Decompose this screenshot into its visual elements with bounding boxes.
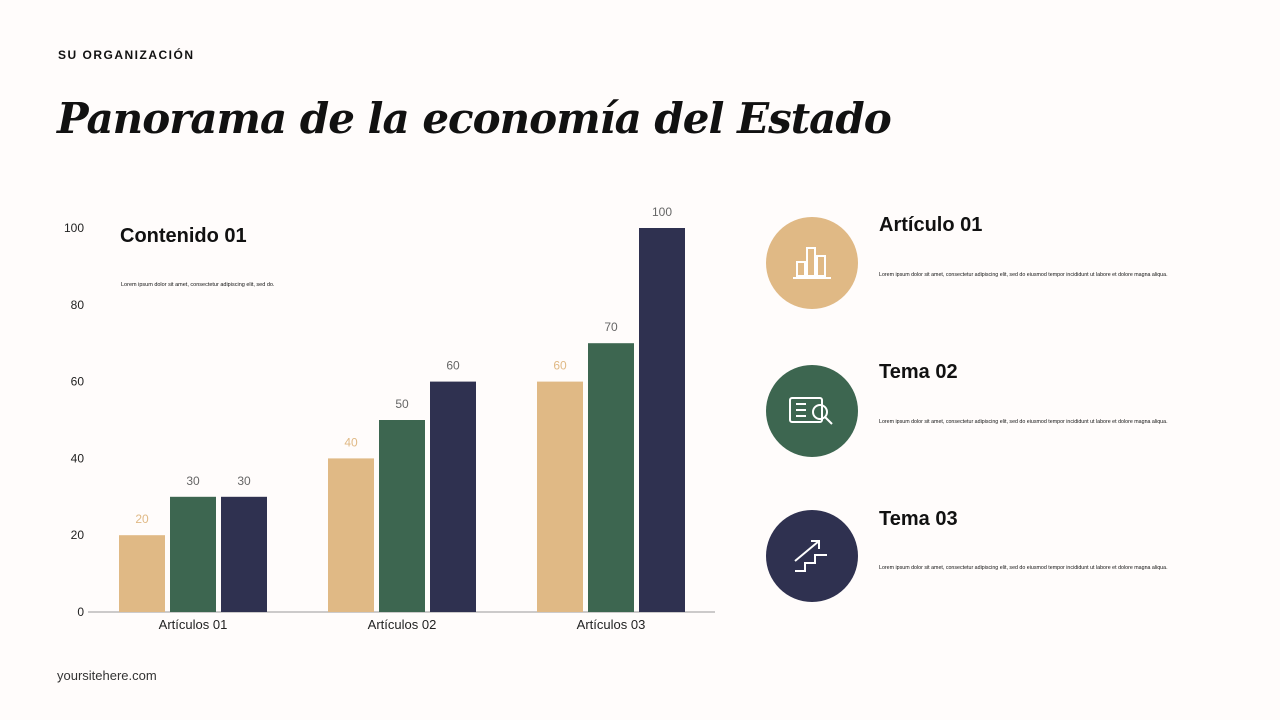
x-tick-label: Artículos 02 <box>368 617 437 632</box>
card-icon-circle <box>766 365 858 457</box>
bar-chart-icon <box>793 247 831 279</box>
bar <box>170 496 216 612</box>
chart-description: Lorem ipsum dolor sit amet, consectetur … <box>121 282 275 288</box>
x-tick-label: Artículos 01 <box>159 617 228 632</box>
card-title: Artículo 01 <box>879 214 983 236</box>
stairs-growth-icon <box>794 540 827 572</box>
y-tick-label: 0 <box>77 605 84 619</box>
bar <box>221 496 267 612</box>
chart-heading: Contenido 01 <box>120 225 247 247</box>
data-label: 30 <box>237 474 251 488</box>
x-tick-label: Artículos 03 <box>577 617 646 632</box>
y-tick-label: 60 <box>71 375 85 389</box>
data-label: 60 <box>446 359 460 373</box>
y-tick-label: 80 <box>71 298 85 312</box>
bar-chart: 0 20 40 60 80 100 20 30 30 Artículos 01 40 50 60 Artí… <box>64 205 715 632</box>
organization-label: SU ORGANIZACIÓN <box>58 48 195 62</box>
data-label: 100 <box>652 205 672 219</box>
bar <box>119 535 165 612</box>
y-tick-label: 40 <box>71 451 85 465</box>
card-title: Tema 02 <box>879 361 958 383</box>
page-title: Panorama de la economía del Estado <box>57 94 892 143</box>
data-label: 40 <box>344 435 358 449</box>
bar <box>430 381 476 612</box>
website-footer: yoursitehere.com <box>57 668 157 683</box>
card-icon-circle <box>766 510 858 602</box>
bar <box>588 343 634 612</box>
data-label: 30 <box>186 474 200 488</box>
card-description: Lorem ipsum dolor sit amet, consectetur … <box>879 565 1168 571</box>
bar <box>379 420 425 612</box>
data-label: 60 <box>553 359 567 373</box>
document-search-icon <box>789 397 833 425</box>
card-description: Lorem ipsum dolor sit amet, consectetur … <box>879 419 1168 425</box>
data-label: 20 <box>135 512 149 526</box>
y-tick-label: 100 <box>64 221 84 235</box>
card-description: Lorem ipsum dolor sit amet, consectetur … <box>879 272 1168 278</box>
card-icon-circle <box>766 217 858 309</box>
data-label: 50 <box>395 397 409 411</box>
y-tick-label: 20 <box>71 528 85 542</box>
data-label: 70 <box>604 320 618 334</box>
bar <box>328 458 374 612</box>
bar <box>639 228 685 612</box>
bar <box>537 381 583 612</box>
card-title: Tema 03 <box>879 508 958 530</box>
